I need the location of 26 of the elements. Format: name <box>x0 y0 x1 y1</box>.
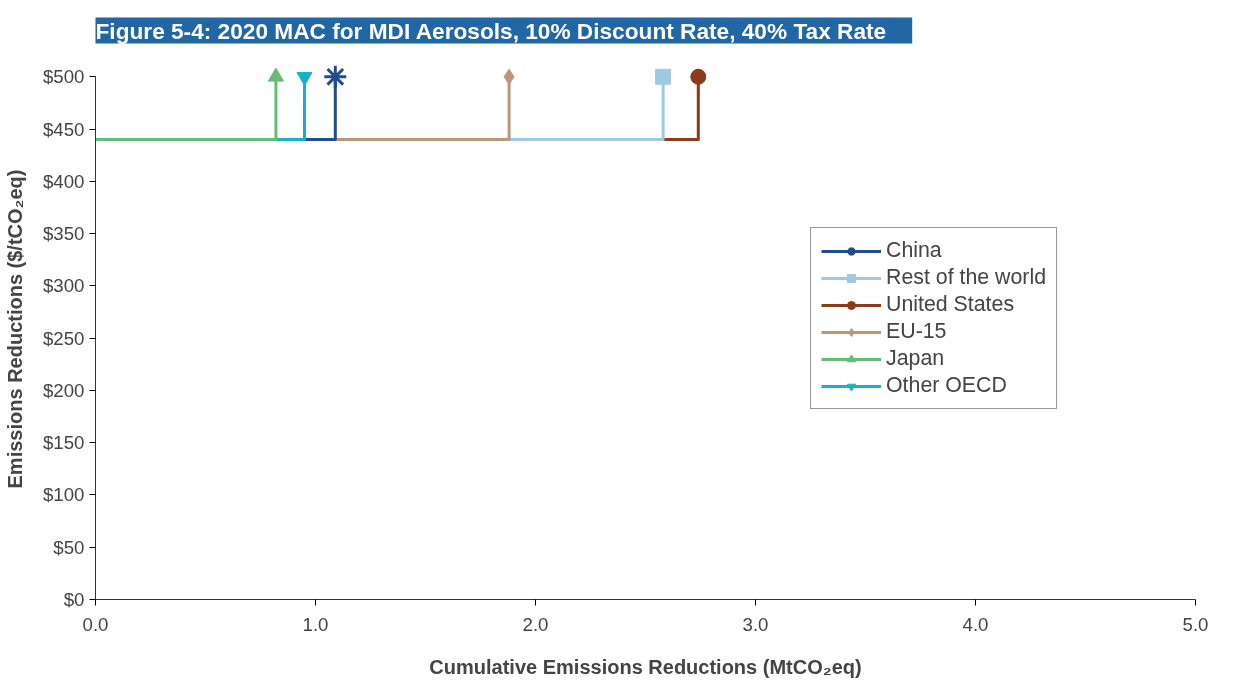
legend-label: EU-15 <box>886 319 947 344</box>
x-tick-label: 0.0 <box>82 613 109 635</box>
legend-label: Rest of the world <box>886 265 1047 290</box>
y-tick-label: $400 <box>43 170 85 192</box>
y-tick-label: $200 <box>43 379 85 401</box>
x-tick-label: 4.0 <box>962 613 989 635</box>
legend-label: Other OECD <box>886 373 1007 398</box>
y-tick-label: $250 <box>43 327 85 349</box>
x-tick-label: 3.0 <box>742 613 769 635</box>
y-tick-label: $50 <box>53 536 85 558</box>
x-tick-label: 5.0 <box>1182 613 1209 635</box>
y-tick-label: $350 <box>43 223 85 245</box>
legend-label: United States <box>886 292 1015 317</box>
y-tick-label: $150 <box>43 432 85 454</box>
legend-label: China <box>886 238 942 263</box>
y-tick-label: $0 <box>63 589 85 610</box>
y-tick-label: $500 <box>43 66 85 88</box>
y-tick-label: $100 <box>43 484 85 506</box>
x-tick-label: 1.0 <box>302 613 329 635</box>
legend-label: Japan <box>886 346 945 371</box>
chart-title: Figure 5-4: 2020 MAC for MDI Aerosols, 10% Discount Rate, 40% Tax Rate <box>95 17 887 44</box>
y-tick-label: $300 <box>43 275 85 297</box>
x-axis-title: Cumulative Emissions Reductions (MtCO₂eq) <box>429 655 862 678</box>
y-axis-title: Emissions Reductions ($/tCO₂eq) <box>4 169 26 489</box>
y-tick-label: $450 <box>43 118 85 140</box>
x-tick-label: 2.0 <box>522 613 549 635</box>
